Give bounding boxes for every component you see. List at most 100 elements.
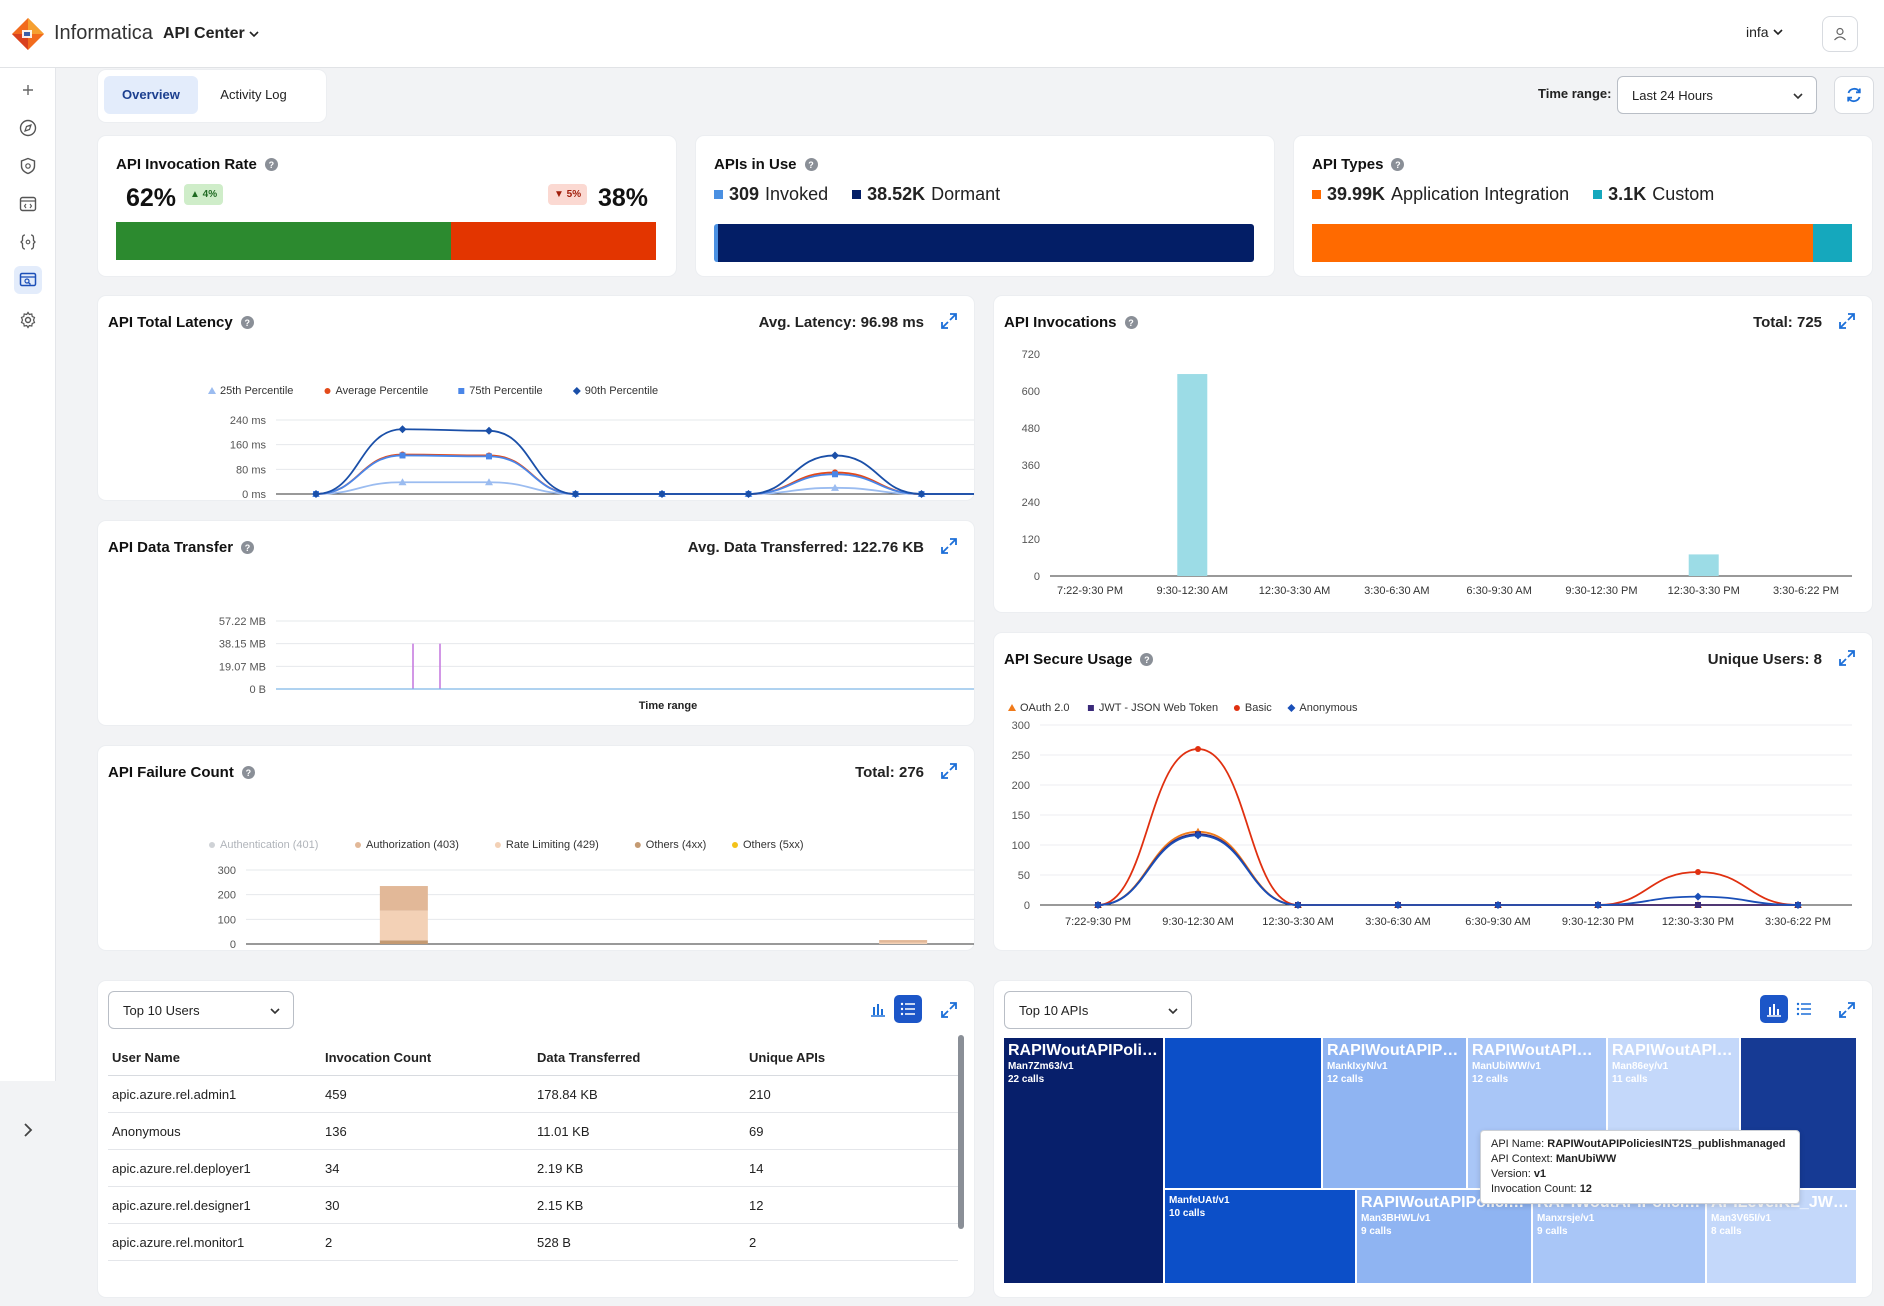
time-range-select[interactable]: Last 24 Hours xyxy=(1617,76,1817,114)
table-view-button[interactable] xyxy=(894,995,922,1023)
data-point xyxy=(485,426,493,435)
apis-in-use-card: APIs in Use ? 309 Invoked 38.52K Dormant xyxy=(696,136,1274,276)
tab-overview[interactable]: Overview xyxy=(104,76,198,114)
table-row[interactable]: apic.azure.rel.admin1 459 178.84 KB 210 xyxy=(108,1075,958,1113)
expand-sidebar-icon[interactable] xyxy=(18,1120,38,1140)
help-icon[interactable]: ? xyxy=(1140,653,1154,666)
top-users-select[interactable]: Top 10 Users xyxy=(108,991,294,1029)
invocation-count-cell: 30 xyxy=(321,1186,533,1224)
legend-marker xyxy=(1008,704,1016,711)
expand-icon[interactable] xyxy=(940,1001,958,1019)
treemap-tile[interactable]: RAPIWoutAPIPolicies...Manxrsje/v19 calls xyxy=(1533,1190,1707,1285)
column-header[interactable]: User Name xyxy=(108,1040,321,1076)
help-icon[interactable]: ? xyxy=(1391,158,1405,171)
chart-view-button[interactable] xyxy=(1760,995,1788,1023)
top-apis-select[interactable]: Top 10 APIs xyxy=(1004,991,1192,1029)
tile-call-count: 9 calls xyxy=(1537,1226,1568,1237)
sidebar-item-monitor[interactable] xyxy=(14,266,42,294)
brand-name: Informatica xyxy=(54,22,153,44)
help-icon[interactable]: ? xyxy=(240,316,254,329)
x-tick-label: 9:30-12:30 AM xyxy=(1162,916,1234,928)
user-name-cell: apic.azure.rel.designer1 xyxy=(108,1186,321,1224)
invocations-title: API Invocations ? xyxy=(1004,314,1138,331)
sidebar-item-integrations[interactable] xyxy=(16,230,40,254)
tile-api-context: ManfeUAt/v1 xyxy=(1169,1195,1230,1206)
data-transferred-cell: 2.15 KB xyxy=(533,1186,745,1224)
bar-chart-icon xyxy=(1767,1004,1781,1017)
invocation-count-cell: 34 xyxy=(321,1149,533,1187)
refresh-button[interactable] xyxy=(1834,76,1874,114)
table-view-button[interactable] xyxy=(1790,995,1818,1023)
sidebar-item-policies[interactable] xyxy=(16,154,40,178)
column-header[interactable]: Invocation Count xyxy=(321,1040,533,1076)
help-icon[interactable]: ? xyxy=(804,158,818,171)
logo[interactable]: Informatica xyxy=(10,16,153,52)
stacked-bar-segment xyxy=(879,942,928,944)
data-point xyxy=(1094,901,1102,909)
expand-icon[interactable] xyxy=(1838,1001,1856,1019)
treemap-tile[interactable]: APILevelKL_JWT_M...Man3V65I/v18 calls xyxy=(1707,1190,1858,1285)
treemap-tile[interactable]: RAPIWoutAPIPolicies... Man7Zm63/v1 22 call… xyxy=(1004,1038,1165,1285)
legend-marker xyxy=(209,842,215,848)
x-tick-label: 9:30-12:30 PM xyxy=(1565,585,1637,597)
y-tick-label: 80 ms xyxy=(236,464,266,476)
treemap-tile[interactable]: RAPIWoutAPIPoliciesK...Man3BHWL/v19 call… xyxy=(1357,1190,1533,1285)
help-icon[interactable]: ? xyxy=(241,766,255,779)
sidebar-new-button[interactable] xyxy=(16,78,40,102)
table-scrollbar[interactable] xyxy=(958,1035,964,1229)
sidebar-item-apis[interactable] xyxy=(16,192,40,216)
tile-api-context: Manxrsje/v1 xyxy=(1537,1213,1595,1224)
custom-swatch xyxy=(1593,190,1603,199)
card-title: API Data Transfer xyxy=(108,539,234,556)
sidebar-item-settings[interactable] xyxy=(16,308,40,332)
success-rate: 62% xyxy=(126,184,177,212)
data-point xyxy=(1294,901,1302,909)
sidebar-item-explore[interactable] xyxy=(16,116,40,140)
data-point xyxy=(831,483,839,491)
tooltip-row: API Name: RAPIWoutAPIPoliciesINT2S_publi… xyxy=(1491,1137,1789,1152)
expand-icon[interactable] xyxy=(940,312,958,330)
y-tick-label: 300 xyxy=(218,865,236,877)
tile-api-name: RAPIWoutAPIPolicies... xyxy=(1008,1042,1159,1059)
treemap-tile[interactable] xyxy=(1165,1038,1323,1190)
app-integration-swatch xyxy=(1312,190,1321,199)
failure-card: API Failure Count ? Total: 276 Authentic… xyxy=(98,746,974,950)
help-icon[interactable]: ? xyxy=(1124,316,1138,329)
tab-activity-log[interactable]: Activity Log xyxy=(220,87,287,102)
help-icon[interactable]: ? xyxy=(241,541,255,554)
tile-call-count: 10 calls xyxy=(1169,1208,1206,1219)
user-name-cell: apic.azure.rel.deployer1 xyxy=(108,1149,321,1187)
treemap-tile[interactable]: ManfeUAt/v1 10 calls xyxy=(1165,1190,1357,1285)
top-users-select-value: Top 10 Users xyxy=(123,1002,200,1018)
table-row[interactable]: Anonymous 136 11.01 KB 69 xyxy=(108,1112,958,1150)
tooltip-invocation-count: 12 xyxy=(1579,1183,1592,1195)
api-window-icon xyxy=(19,196,37,212)
dormant-bar xyxy=(718,224,1254,262)
expand-icon[interactable] xyxy=(1838,649,1856,667)
x-tick-label: 9:30-12:30 AM xyxy=(1157,585,1229,597)
column-header[interactable]: Data Transferred xyxy=(533,1040,745,1076)
table-row[interactable]: apic.azure.rel.designer1 30 2.15 KB 12 xyxy=(108,1186,958,1224)
data-transferred-cell: 2.19 KB xyxy=(533,1149,745,1187)
user-profile-button[interactable] xyxy=(1822,16,1858,52)
tile-api-context: Man3BHWL/v1 xyxy=(1361,1213,1431,1224)
data-point xyxy=(917,490,926,498)
table-row[interactable]: apic.azure.rel.deployer1 34 2.19 KB 14 xyxy=(108,1149,958,1187)
column-header[interactable]: Unique APIs xyxy=(745,1040,958,1076)
chart-view-button[interactable] xyxy=(864,995,892,1023)
y-tick-label: 0 xyxy=(1024,900,1030,912)
expand-icon[interactable] xyxy=(940,762,958,780)
y-tick-label: 100 xyxy=(1012,840,1030,852)
invocations-card: API Invocations ? Total: 725 720 600 480 36… xyxy=(994,296,1872,612)
org-menu[interactable]: infa xyxy=(1746,24,1783,40)
data-point xyxy=(744,490,753,498)
y-tick-label: 240 ms xyxy=(230,415,267,427)
expand-icon[interactable] xyxy=(1838,312,1856,330)
chevron-down-icon xyxy=(249,30,259,37)
treemap-tile[interactable]: RAPIWoutAPIPolic... MankIxyN/v1 12 calls xyxy=(1323,1038,1468,1190)
help-icon[interactable]: ? xyxy=(264,158,278,171)
top-apis-select-value: Top 10 APIs xyxy=(1019,1002,1089,1018)
app-switcher[interactable]: API Center xyxy=(163,25,259,43)
expand-icon[interactable] xyxy=(940,537,958,555)
